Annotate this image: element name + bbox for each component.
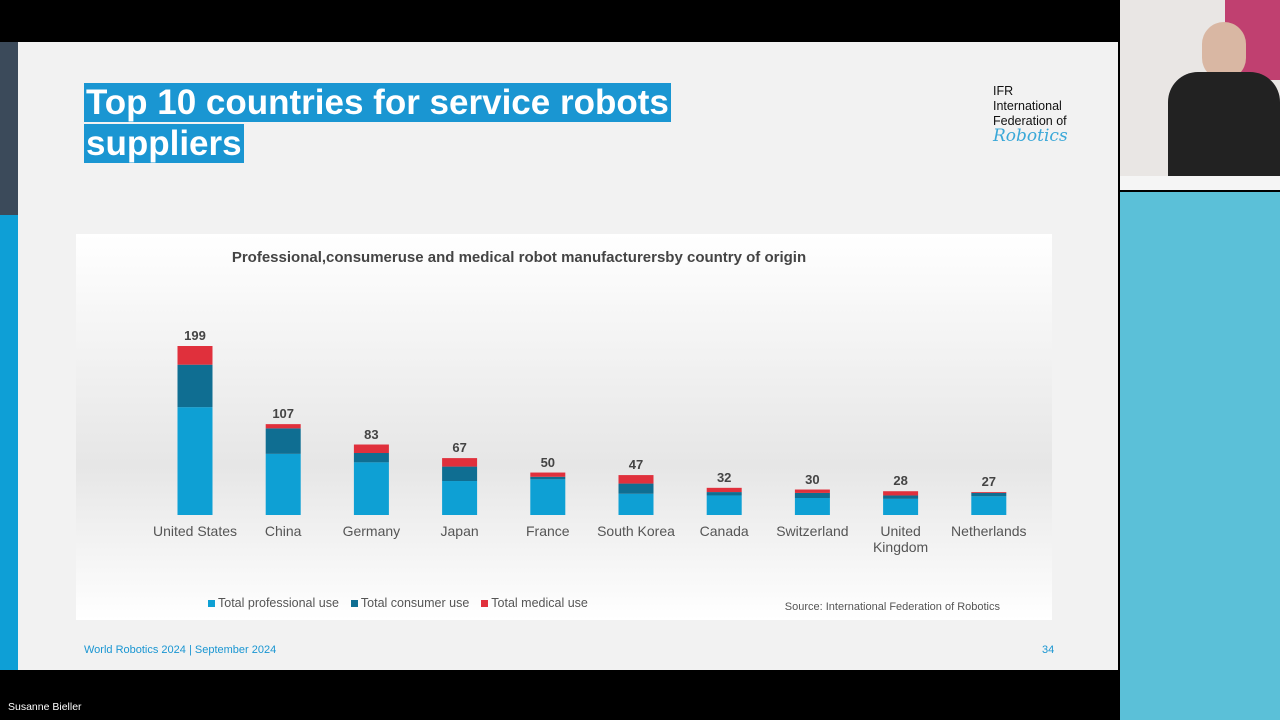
bar-segment	[794, 489, 830, 493]
total-label: 107	[272, 406, 295, 422]
bar-segment	[618, 483, 654, 494]
bar-segment	[353, 462, 389, 515]
chart: Professional,consumeruse and medical rob…	[76, 234, 1052, 620]
logo-line: Robotics	[993, 126, 1068, 146]
bar-segment	[706, 492, 742, 496]
bar-segment	[530, 476, 566, 480]
slide-title-text: Top 10 countries for service robots supp…	[84, 83, 671, 163]
total-label: 83	[364, 426, 379, 442]
legend-label: Total consumer use	[360, 596, 470, 610]
slide: Top 10 countries for service robots supp…	[0, 42, 1118, 670]
total-label: 199	[184, 328, 206, 343]
legend-label: Total professional use	[218, 596, 339, 610]
x-tick-label: Japan	[440, 523, 479, 539]
legend-swatch	[481, 600, 489, 607]
x-tick-label: Germany	[342, 523, 401, 539]
bar-segment	[442, 481, 478, 515]
side-panel	[1120, 192, 1280, 720]
bar-segment	[442, 458, 478, 467]
bar-segment	[177, 407, 213, 515]
total-label: 28	[893, 473, 908, 489]
legend-item: Total professional use	[208, 596, 339, 610]
bar-segment	[265, 428, 301, 454]
bar-segment	[971, 496, 1007, 515]
bar-segment	[353, 453, 389, 463]
legend-swatch	[208, 600, 215, 607]
legend-swatch	[350, 600, 358, 607]
total-label: 50	[540, 454, 556, 470]
total-label: 27	[981, 474, 997, 490]
logo: IFR International Federation of Robotics	[993, 84, 1068, 146]
x-tick-label: United Kingdom	[872, 523, 929, 555]
x-tick-label: United States	[152, 523, 238, 539]
bar-segment	[265, 453, 301, 515]
total-label: 30	[805, 471, 820, 487]
page-number: 34	[1042, 644, 1055, 656]
head	[1202, 22, 1246, 80]
bar-segment	[618, 475, 654, 484]
x-tick-label: China	[264, 523, 302, 539]
chart-title: Professional,consumeruse and medical rob…	[231, 249, 807, 266]
plot	[177, 346, 1007, 515]
body	[1168, 72, 1280, 182]
bar-segment	[794, 498, 830, 515]
bar-segment	[530, 472, 566, 477]
legend-item: Total medical use	[481, 596, 588, 610]
legend: Total professional use Total consumer use…	[208, 594, 600, 612]
bar-segment	[971, 492, 1007, 493]
video-feed	[1120, 0, 1280, 190]
x-tick-label: Canada	[699, 523, 749, 539]
legend-label: Total medical use	[491, 596, 588, 610]
bar-segment	[794, 492, 830, 499]
footer: World Robotics 2024 | September 2024	[84, 644, 277, 656]
bar-segment	[706, 487, 742, 493]
bar-segment	[706, 495, 742, 515]
bar-segment	[265, 424, 301, 429]
bar-segment	[442, 466, 478, 482]
logo-line: IFR	[993, 84, 1014, 98]
bar-segment	[883, 491, 919, 496]
participant-name: Susanne Bieller	[8, 701, 82, 713]
source-note: Source: International Federation of Robo…	[784, 601, 1000, 613]
accent-blue	[0, 215, 18, 670]
logo-line: International	[993, 99, 1062, 113]
total-label: 67	[452, 440, 467, 456]
total-label: 47	[628, 457, 644, 473]
bar-segment	[530, 479, 566, 515]
legend-item: Total consumer use	[350, 596, 470, 610]
logo-line: Federation of	[993, 114, 1067, 128]
bar-segment	[883, 495, 919, 499]
x-tick-label: Netherlands	[951, 523, 1027, 539]
bar-segment	[177, 364, 213, 408]
bar-segment	[971, 492, 1007, 497]
bar-segment	[177, 346, 213, 365]
bar-segment	[883, 498, 919, 515]
slide-title: Top 10 countries for service robots supp…	[84, 82, 724, 164]
bar-segment	[353, 444, 389, 454]
desk	[1120, 176, 1280, 190]
x-tick-label: France	[526, 523, 570, 539]
x-tick-label: South Korea	[597, 523, 675, 539]
accent-dark	[0, 42, 18, 215]
top-bar	[0, 0, 1280, 40]
x-tick-label: Switzerland	[776, 523, 849, 539]
bar-segment	[618, 493, 654, 515]
total-label: 32	[716, 469, 732, 485]
